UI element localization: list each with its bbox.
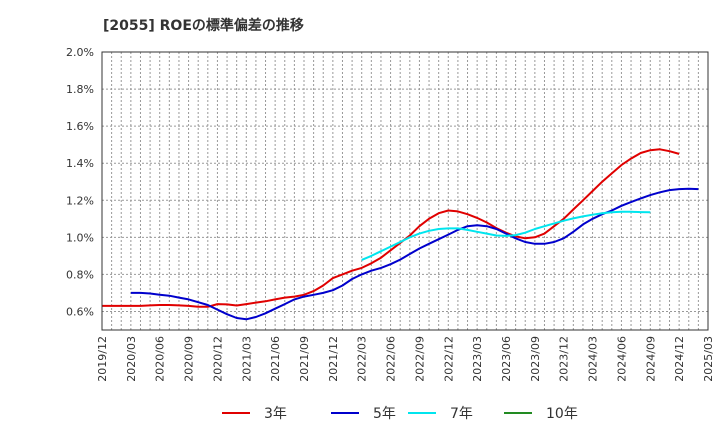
x-tick-label: 2024/09 [644, 336, 657, 382]
x-tick-label: 2025/03 [702, 336, 715, 382]
x-tick-label: 2021/09 [298, 336, 311, 382]
legend-label-10年: 10年 [546, 406, 578, 422]
x-tick-label: 2022/09 [413, 336, 426, 382]
y-tick-label: 2.0% [66, 46, 94, 59]
plot-frame [101, 51, 709, 331]
x-tick-label: 2023/06 [500, 336, 513, 382]
chart-title: [2055] ROEの標準偏差の推移 [103, 17, 304, 34]
x-tick-label: 2020/12 [211, 336, 224, 382]
x-tick-label: 2024/06 [615, 336, 628, 382]
x-tick-label: 2021/06 [269, 336, 282, 382]
x-tick-label: 2023/09 [529, 336, 542, 382]
y-tick-label: 1.2% [66, 194, 94, 207]
x-tick-label: 2022/03 [356, 336, 369, 382]
y-tick-label: 0.8% [66, 268, 94, 281]
x-tick-label: 2019/12 [96, 336, 109, 382]
x-tick-label: 2021/12 [327, 336, 340, 382]
x-tick-label: 2024/03 [587, 336, 600, 382]
legend-label-5年: 5年 [373, 406, 396, 422]
legend-label-7年: 7年 [450, 406, 473, 422]
x-axis: 2019/12 2020/03 2020/06 2020/09 2020/12 2021/… [96, 336, 715, 382]
series-line-3年 [102, 148, 680, 308]
x-tick-label: 2020/03 [125, 336, 138, 382]
series-line-7年 [361, 210, 651, 261]
x-tick-label: 2020/06 [154, 336, 167, 382]
x-tick-label: 2021/03 [240, 336, 253, 382]
y-tick-label: 1.4% [66, 157, 94, 170]
x-tick-label: 2023/03 [471, 336, 484, 382]
x-tick-label: 2023/12 [558, 336, 571, 382]
legend-label-3年: 3年 [264, 406, 287, 422]
x-tick-label: 2024/12 [673, 336, 686, 382]
series-lines [102, 148, 699, 321]
y-tick-label: 1.0% [66, 231, 94, 244]
grid [102, 51, 708, 330]
x-tick-label: 2022/12 [442, 336, 455, 382]
x-tick-label: 2020/09 [183, 336, 196, 382]
y-axis: 0.6% 0.8% 1.0% 1.2% 1.4% 1.6% 1.8% 2.0% [66, 46, 94, 318]
legend: 3年 5年 7年 10年 [222, 406, 578, 422]
y-tick-label: 1.8% [66, 83, 94, 96]
y-tick-label: 1.6% [66, 120, 94, 133]
series-line-5年 [130, 187, 699, 321]
x-tick-label: 2022/06 [385, 336, 398, 382]
y-tick-label: 0.6% [66, 305, 94, 318]
